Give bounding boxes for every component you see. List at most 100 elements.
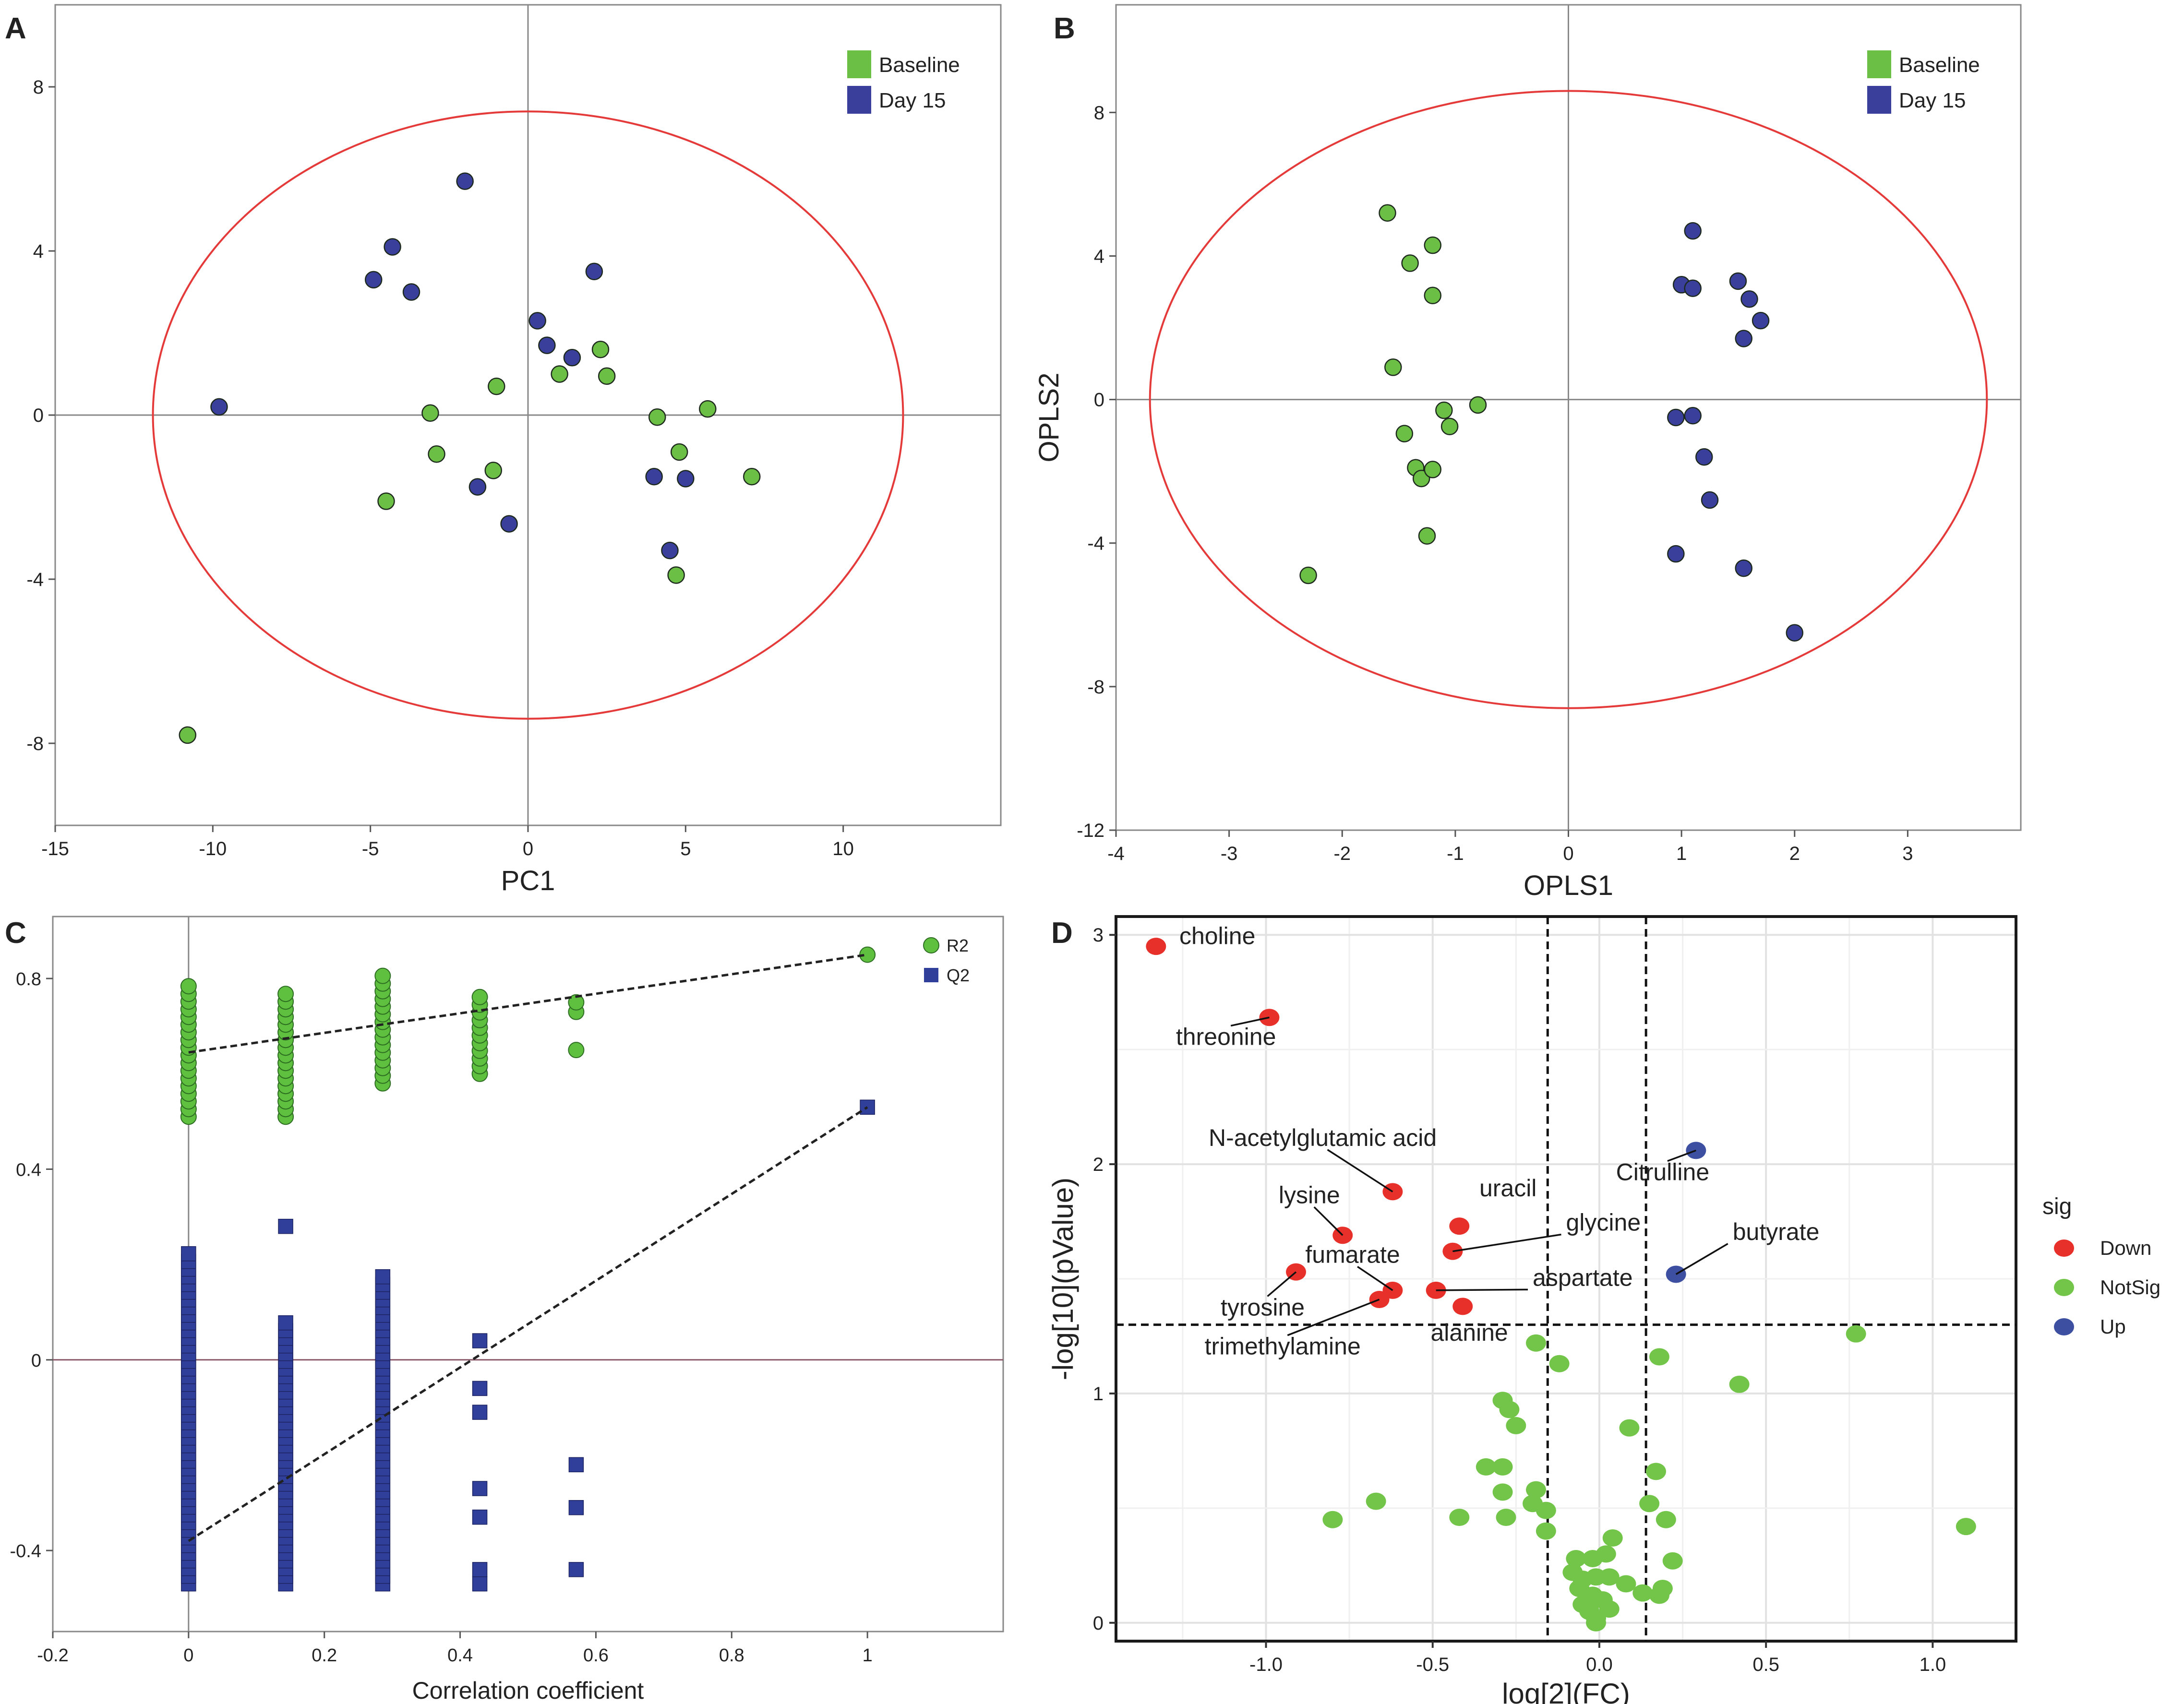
x-tick-label: 0	[523, 838, 533, 859]
panel-label-a: A	[5, 12, 26, 45]
notsig-point	[1536, 1522, 1556, 1540]
x-tick-label: 5	[680, 838, 691, 859]
day-15-point	[1684, 222, 1702, 240]
x-tick-label: 0.4	[447, 1645, 473, 1666]
y-axis-label: -log[10](pValue)	[1047, 1178, 1079, 1380]
notsig-point	[1476, 1458, 1496, 1476]
x-tick-label: -10	[199, 838, 227, 859]
notsig-point	[1586, 1614, 1606, 1632]
baseline-point	[377, 492, 395, 510]
legend-swatch	[2054, 1279, 2074, 1296]
panel-d: -1.0 -0.5 0.0 0.5 1.0 0 1 2 3 log[2](FC) -log[10](…	[1047, 915, 2160, 1704]
day-15-point	[1684, 407, 1702, 425]
notsig-point	[1649, 1586, 1669, 1604]
y-tick-label: -8	[26, 733, 44, 754]
y-tick-label: 0.4	[16, 1160, 41, 1180]
q2-point	[472, 1381, 488, 1396]
day-15-point	[1695, 448, 1713, 466]
day-15-point	[1667, 545, 1685, 563]
day-15-point	[563, 349, 581, 367]
legend-swatch	[847, 86, 871, 114]
y-tick-label: -0.4	[10, 1541, 41, 1561]
y-tick-label: 8	[33, 77, 44, 98]
x-axis-label: PC1	[501, 865, 555, 896]
y-axis-label: PC2	[0, 388, 4, 442]
y-tick-label: 4	[33, 241, 44, 262]
day-15-point	[1740, 290, 1758, 308]
q2-point	[181, 1246, 196, 1262]
y-tick-label: 8	[1094, 102, 1104, 123]
metabolite-label: aspartate	[1533, 1264, 1632, 1291]
notsig-point	[1366, 1492, 1386, 1510]
notsig-point	[1596, 1545, 1616, 1563]
panel-label-b: B	[1054, 12, 1075, 45]
baseline-point	[428, 445, 445, 463]
baseline-point	[743, 468, 761, 486]
day-15-point	[677, 470, 695, 488]
y-tick-label: 0	[31, 1351, 41, 1371]
x-tick-label: 10	[832, 838, 854, 859]
legend-swatch	[1867, 50, 1891, 78]
metabolite-label: uracil	[1479, 1175, 1536, 1202]
baseline-point	[488, 377, 505, 395]
y-tick-label: 0	[1093, 1613, 1104, 1634]
notsig-point	[1602, 1529, 1623, 1547]
notsig-point	[1526, 1334, 1546, 1352]
metabolite-label: butyrate	[1733, 1218, 1820, 1245]
legend-label: Day 15	[1899, 89, 1966, 112]
metabolite-label: N-acetylglutamic acid	[1209, 1124, 1437, 1151]
notsig-point	[1496, 1508, 1516, 1526]
x-axis-label: log[2](FC)	[1502, 1678, 1630, 1704]
legend-label: Down	[2100, 1237, 2151, 1259]
q2-point	[278, 1218, 293, 1234]
hotelling-t2-ellipse	[152, 110, 904, 720]
baseline-point	[648, 408, 666, 426]
notsig-point	[1492, 1458, 1513, 1476]
y-tick-label: 0.8	[16, 969, 41, 989]
metabolite-label: threonine	[1176, 1024, 1276, 1050]
x-tick-label: 0.2	[312, 1645, 337, 1666]
label-leader-line	[1267, 1271, 1297, 1297]
panel-c: -0.2 0 0.2 0.4 0.6 0.8 1 -0.4 0 0.4 0.8 Correlation…	[10, 916, 1004, 1704]
notsig-point	[1499, 1401, 1520, 1418]
baseline-point	[1379, 204, 1396, 222]
x-tick-label: -15	[41, 838, 69, 859]
r2-point	[180, 978, 197, 995]
label-leader-line	[1452, 1233, 1561, 1252]
day-15-point	[468, 478, 487, 496]
down-point	[1449, 1217, 1470, 1235]
notsig-point	[1536, 1501, 1556, 1519]
y-tick-label: -8	[1087, 677, 1104, 698]
x-tick-label: -2	[1333, 843, 1351, 864]
baseline-point	[1469, 396, 1487, 414]
day-15-point	[538, 336, 556, 354]
notsig-point	[1449, 1508, 1470, 1526]
day-15-point	[1735, 559, 1752, 577]
x-tick-label: 0.5	[1752, 1654, 1779, 1675]
label-leader-line	[1436, 1288, 1528, 1291]
notsig-point	[1729, 1375, 1750, 1393]
panel-a: -15 -10 -5 0 5 10 -8 -4 0 4 8 PC1 PC2 Baseline Day 15	[0, 4, 1002, 896]
x-tick-label: -0.5	[1416, 1654, 1449, 1675]
down-point	[1452, 1298, 1473, 1315]
q2-point	[568, 1562, 584, 1577]
notsig-point	[1846, 1325, 1866, 1343]
metabolite-label: Citrulline	[1616, 1159, 1710, 1186]
baseline-point	[667, 566, 685, 584]
day-15-point	[661, 541, 679, 560]
x-tick-label: 0	[183, 1645, 193, 1666]
q2-point	[472, 1509, 488, 1525]
hotelling-t2-ellipse	[1149, 90, 1988, 709]
legend-swatch	[847, 50, 871, 78]
day-15-point	[1667, 408, 1685, 427]
notsig-point	[1632, 1584, 1653, 1602]
metabolite-label: tyrosine	[1221, 1294, 1305, 1321]
q2-point	[472, 1333, 488, 1348]
x-tick-label: -3	[1221, 843, 1238, 864]
y-tick-label: -4	[26, 569, 44, 590]
day-15-point	[1729, 272, 1747, 290]
panel-b: -4 -3 -2 -1 0 1 2 3 -12 -8 -4 0 4 8 OPLS1 OPLS2 Baseline…	[1033, 4, 2022, 901]
r2-point	[568, 1042, 585, 1059]
r2-regression-line	[188, 953, 868, 1054]
y-tick-label: 0	[1094, 390, 1104, 411]
